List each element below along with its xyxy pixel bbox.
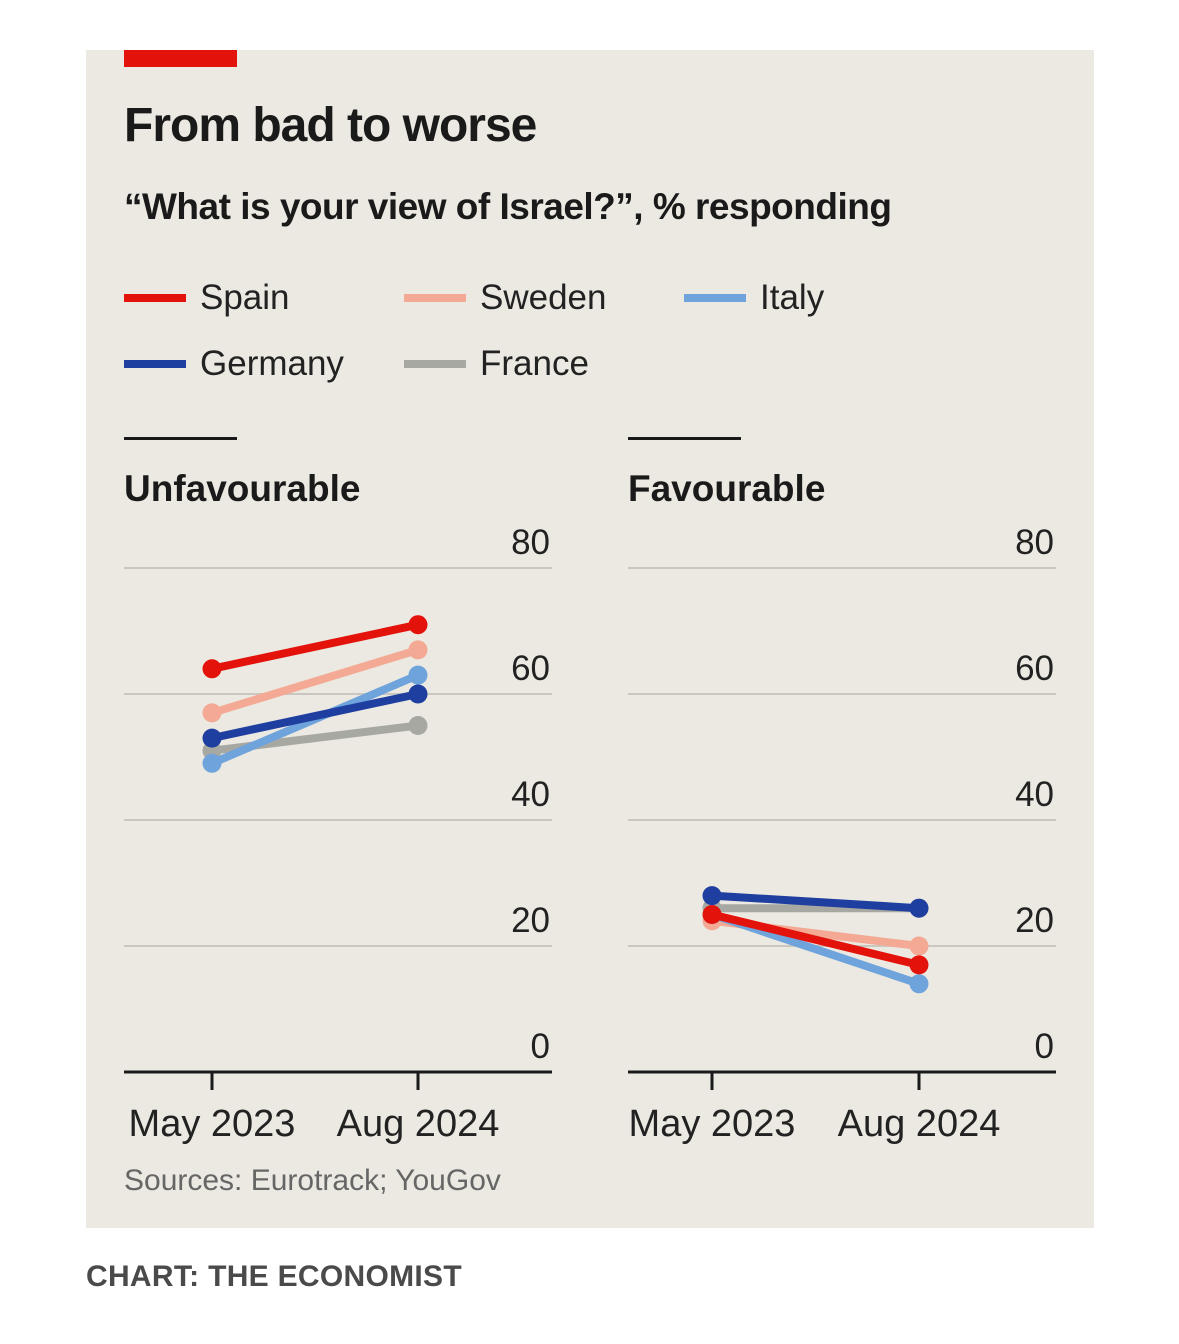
legend-label: Spain xyxy=(200,278,290,317)
series-line-unfavourable-spain xyxy=(208,620,422,673)
data-point-unfavourable-sweden-0 xyxy=(202,703,222,723)
y-tick-label-unfavourable-60: 60 xyxy=(511,649,550,688)
series-line-favourable-spain xyxy=(708,910,923,969)
data-point-unfavourable-italy-1 xyxy=(408,665,428,685)
chart-subtitle: “What is your view of Israel?”, % respon… xyxy=(124,186,892,227)
data-point-unfavourable-france-1 xyxy=(408,716,428,735)
chart-title: From bad to worse xyxy=(124,99,537,152)
legend-label: France xyxy=(480,344,589,383)
y-tick-label-favourable-80: 80 xyxy=(1015,523,1054,562)
y-tick-label-favourable-40: 40 xyxy=(1015,775,1054,814)
data-point-favourable-spain-0 xyxy=(702,905,722,924)
y-tick-label-unfavourable-20: 20 xyxy=(511,901,550,940)
legend-swatch-france xyxy=(404,360,466,368)
data-point-unfavourable-spain-0 xyxy=(202,659,222,679)
legend-label: Germany xyxy=(200,344,344,383)
y-tick-label-favourable-0: 0 xyxy=(1035,1027,1054,1066)
legend-item-italy: Italy xyxy=(684,276,824,320)
data-point-unfavourable-italy-0 xyxy=(202,753,222,773)
chart-card xyxy=(86,50,1094,1228)
series-line-favourable-germany xyxy=(708,891,923,913)
panel-rule-right xyxy=(628,437,741,440)
brand-accent-bar xyxy=(124,50,237,67)
source-note: Sources: Eurotrack; YouGov xyxy=(124,1164,501,1197)
y-tick-label-unfavourable-80: 80 xyxy=(511,523,550,562)
legend-label: Italy xyxy=(760,278,825,317)
legend-swatch-italy xyxy=(684,294,746,302)
data-point-favourable-spain-1 xyxy=(909,955,929,975)
y-tick-label-unfavourable-40: 40 xyxy=(511,775,550,814)
chart-credit: CHART: THE ECONOMIST xyxy=(86,1260,462,1293)
x-tick-label-favourable-0: May 2023 xyxy=(629,1103,796,1145)
y-tick-label-favourable-20: 20 xyxy=(1015,901,1054,940)
series-line-unfavourable-germany xyxy=(208,690,422,743)
legend-item-spain: Spain xyxy=(124,276,290,320)
data-point-unfavourable-spain-1 xyxy=(408,615,428,635)
y-tick-label-unfavourable-0: 0 xyxy=(531,1027,550,1066)
legend-item-germany: Germany xyxy=(124,342,344,386)
data-point-unfavourable-germany-1 xyxy=(408,684,428,704)
legend-swatch-sweden xyxy=(404,294,466,302)
panel-rule-left xyxy=(124,437,237,440)
data-point-unfavourable-germany-0 xyxy=(202,728,222,748)
legend-item-sweden: Sweden xyxy=(404,276,606,320)
panel-title-favourable: Favourable xyxy=(628,468,826,509)
panel-title-unfavourable: Unfavourable xyxy=(124,468,361,509)
x-tick-label-unfavourable-1: Aug 2024 xyxy=(337,1103,500,1145)
data-point-favourable-italy-1 xyxy=(909,974,929,994)
x-tick-label-unfavourable-0: May 2023 xyxy=(129,1103,296,1145)
data-point-favourable-sweden-1 xyxy=(909,936,929,956)
series-line-unfavourable-sweden xyxy=(208,645,422,717)
x-tick-label-favourable-1: Aug 2024 xyxy=(838,1103,1001,1145)
data-point-favourable-germany-1 xyxy=(909,898,929,918)
data-point-unfavourable-sweden-1 xyxy=(408,640,428,660)
legend-label: Sweden xyxy=(480,278,607,317)
legend-item-france: France xyxy=(404,342,589,386)
data-point-favourable-germany-0 xyxy=(702,886,722,906)
legend-swatch-germany xyxy=(124,360,186,368)
y-tick-label-favourable-60: 60 xyxy=(1015,649,1054,688)
legend-swatch-spain xyxy=(124,294,186,302)
